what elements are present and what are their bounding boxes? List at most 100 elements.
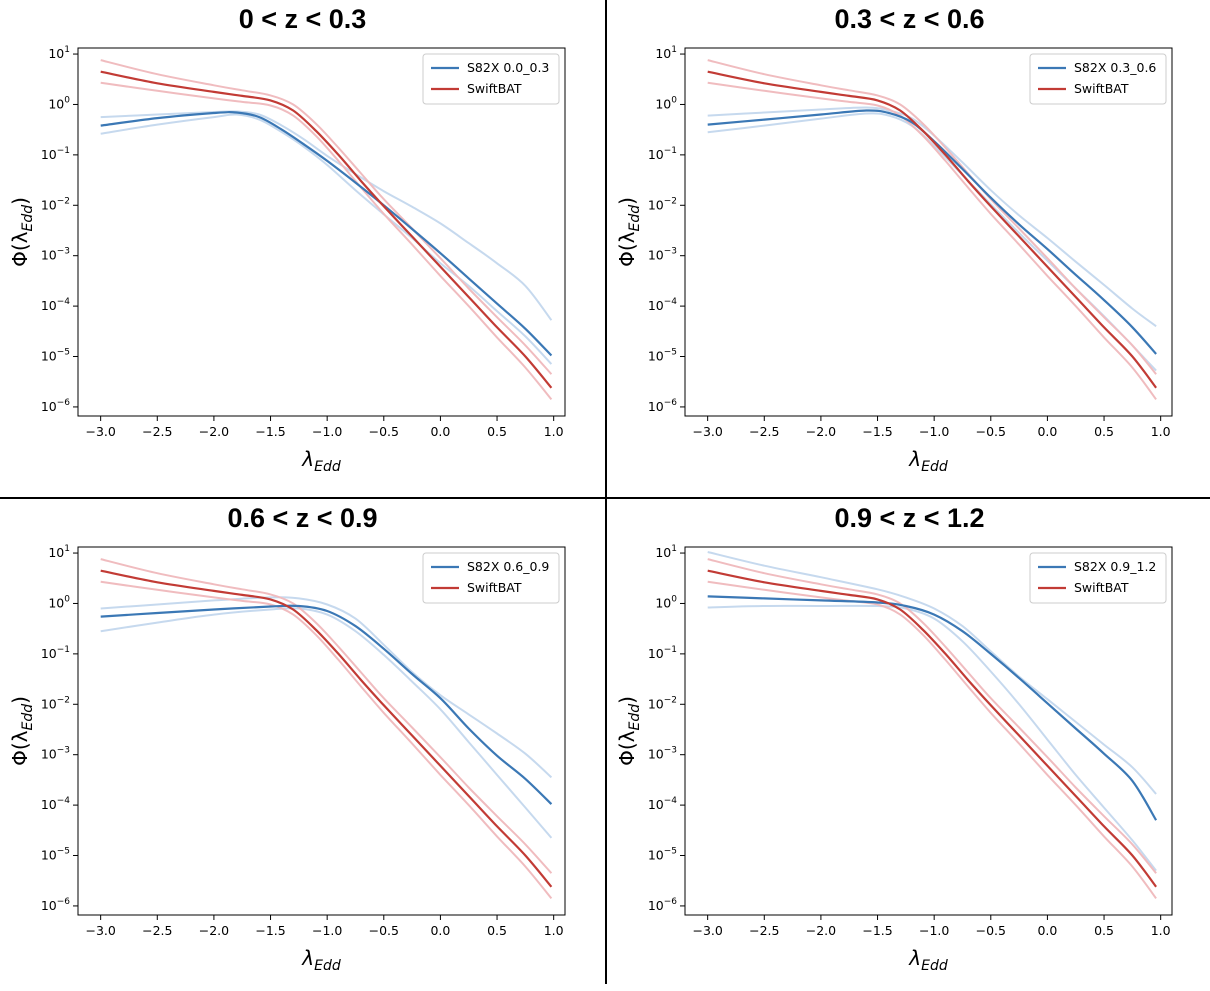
- y-tick-base: 10: [648, 848, 664, 863]
- y-tick-base: 10: [48, 46, 64, 61]
- y-axis-label-main: Φ(λ: [8, 231, 32, 267]
- y-tick-exponent: −6: [57, 897, 71, 907]
- y-axis-label-main: Φ(λ: [8, 730, 32, 766]
- y-tick-exponent: −1: [57, 645, 70, 655]
- y-tick-exponent: −3: [57, 746, 70, 756]
- y-tick-exponent: −2: [57, 695, 70, 705]
- y-tick-label: 10−6: [648, 897, 677, 913]
- x-tick-label: −0.5: [976, 424, 1006, 439]
- y-tick-label: 10−5: [41, 348, 70, 364]
- y-tick-label: 100: [655, 594, 677, 610]
- y-tick-label: 10−1: [41, 146, 70, 162]
- y-tick-base: 10: [41, 349, 57, 364]
- panel-title: 0.3 < z < 0.6: [834, 4, 985, 34]
- y-tick-base: 10: [41, 646, 57, 661]
- panel-title: 0.6 < z < 0.9: [227, 503, 378, 533]
- y-tick-label: 10−3: [41, 746, 70, 762]
- y-tick-label: 10−3: [41, 247, 70, 263]
- x-tick-label: −0.5: [369, 923, 399, 938]
- y-tick-label: 10−1: [648, 146, 677, 162]
- legend-box: [1029, 53, 1167, 105]
- y-tick-exponent: 1: [64, 544, 70, 554]
- legend-box: [422, 552, 560, 604]
- x-tick-label: −1.0: [312, 923, 342, 938]
- y-tick-base: 10: [648, 696, 664, 711]
- y-axis-label-close: ): [615, 696, 639, 704]
- y-tick-base: 10: [648, 349, 664, 364]
- blue-upper-band-line: [707, 106, 1157, 328]
- legend-label-s82x: S82X 0.9_1.2: [1074, 559, 1156, 574]
- plot-area: [685, 48, 1172, 416]
- x-tick-label: −1.5: [862, 424, 892, 439]
- y-tick-base: 10: [41, 147, 57, 162]
- chart-plot: −3.0 −2.5 −2.0 −1.5 −1.0 −0.5 0.0 0.5 1.01011001…: [615, 544, 1173, 974]
- y-tick-base: 10: [41, 898, 57, 913]
- y-tick-exponent: 1: [671, 45, 677, 55]
- y-tick-label: 101: [655, 544, 677, 560]
- y-tick-base: 10: [655, 46, 671, 61]
- x-tick-label: 1.0: [1151, 923, 1171, 938]
- y-tick-base: 10: [41, 797, 57, 812]
- y-tick-exponent: −5: [57, 348, 70, 358]
- y-axis-label: Φ(λEdd): [8, 696, 36, 766]
- y-tick-base: 10: [648, 646, 664, 661]
- y-tick-exponent: 0: [671, 594, 677, 604]
- y-axis-label-close: ): [8, 696, 32, 704]
- x-axis-label-sub: Edd: [921, 958, 948, 974]
- y-tick-exponent: −2: [664, 196, 677, 206]
- y-tick-exponent: 0: [64, 95, 70, 105]
- legend-label-swiftbat: SwiftBAT: [1074, 580, 1129, 595]
- chart-plot: −3.0 −2.5 −2.0 −1.5 −1.0 −0.5 0.0 0.5 1.01011001…: [8, 544, 566, 974]
- y-axis-label-main: Φ(λ: [615, 730, 639, 766]
- red-upper-band-line: [707, 558, 1157, 874]
- legend-label-s82x: S82X 0.0_0.3: [467, 60, 549, 75]
- legend-label-swiftbat: SwiftBAT: [467, 580, 522, 595]
- y-axis-label-sub: Edd: [627, 205, 643, 232]
- y-tick-base: 10: [655, 96, 671, 111]
- y-tick-base: 10: [41, 197, 57, 212]
- y-tick-label: 101: [48, 45, 70, 61]
- y-tick-base: 10: [41, 298, 57, 313]
- axes-frame: [684, 47, 1173, 417]
- x-tick-label: −0.5: [976, 923, 1006, 938]
- y-tick-base: 10: [648, 399, 664, 414]
- x-tick-label: 0.0: [1037, 923, 1057, 938]
- y-tick-exponent: 1: [671, 544, 677, 554]
- x-axis-label: λEdd: [301, 946, 341, 974]
- y-tick-exponent: −3: [664, 247, 677, 257]
- y-axis-label: Φ(λEdd): [8, 197, 36, 267]
- y-tick-label: 10−2: [41, 196, 70, 212]
- x-tick-label: −3.0: [692, 424, 722, 439]
- y-tick-base: 10: [648, 747, 664, 762]
- y-tick-exponent: −6: [57, 398, 71, 408]
- y-tick-exponent: −6: [664, 897, 678, 907]
- x-tick-label: −1.0: [919, 923, 949, 938]
- plot-area: [685, 547, 1172, 915]
- y-tick-label: 10−2: [648, 196, 677, 212]
- x-axis-label-main: λ: [908, 946, 921, 970]
- y-tick-exponent: −5: [664, 847, 677, 857]
- y-axis-label-sub: Edd: [20, 205, 36, 232]
- blue-lower-band-line: [707, 604, 1157, 872]
- x-tick-label: −3.0: [85, 424, 115, 439]
- y-tick-label: 10−4: [41, 796, 70, 812]
- y-tick-base: 10: [648, 147, 664, 162]
- y-tick-label: 100: [655, 95, 677, 111]
- y-tick-base: 10: [48, 545, 64, 560]
- y-tick-exponent: 1: [64, 45, 70, 55]
- s82x-series-line: [100, 111, 553, 357]
- swiftbat-series-line: [100, 70, 553, 389]
- y-tick-label: 10−4: [648, 297, 677, 313]
- chart-plot: −3.0 −2.5 −2.0 −1.5 −1.0 −0.5 0.0 0.5 1.01011001…: [8, 45, 566, 475]
- x-tick-label: −1.5: [255, 424, 285, 439]
- y-tick-base: 10: [41, 848, 57, 863]
- y-tick-label: 10−3: [648, 247, 677, 263]
- y-tick-exponent: −3: [664, 746, 677, 756]
- y-tick-exponent: −1: [57, 146, 70, 156]
- chart-panel-z-0.9-1.2: 0.9 < z < 1.2 −3.0 −2.5 −2.0 −1.5 −1.0 −0.5 0.…: [607, 499, 1210, 991]
- y-axis-label-close: ): [615, 197, 639, 205]
- y-tick-label: 101: [48, 544, 70, 560]
- y-tick-base: 10: [41, 747, 57, 762]
- y-tick-label: 10−6: [648, 398, 677, 414]
- y-axis-label: Φ(λEdd): [615, 696, 643, 766]
